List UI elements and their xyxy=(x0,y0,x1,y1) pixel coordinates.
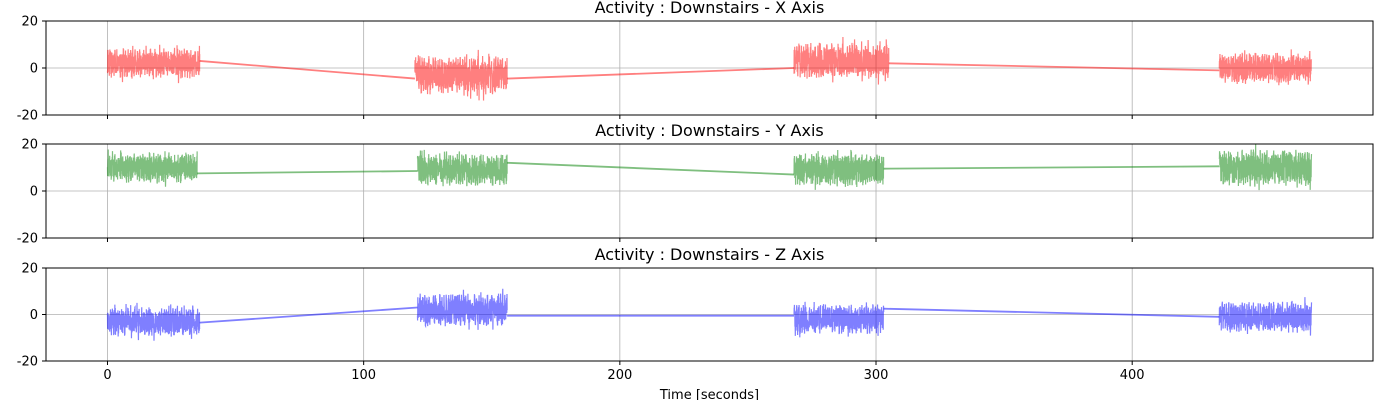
series-connector-line xyxy=(888,62,1220,72)
series-signal-segment xyxy=(1218,297,1313,336)
series-signal-segment xyxy=(106,149,198,187)
y-tick-label: 0 xyxy=(30,62,38,77)
y-tick-label: 0 xyxy=(30,308,38,323)
series-connector-line xyxy=(507,161,795,176)
series-connector-line xyxy=(199,60,415,80)
subplot-title: Activity : Downstairs - X Axis xyxy=(595,0,825,17)
y-tick-label: 0 xyxy=(30,185,38,200)
subplot-title: Activity : Downstairs - Z Axis xyxy=(595,245,825,264)
x-tick-label: 0 xyxy=(103,368,111,383)
series-3-1 xyxy=(106,288,1313,341)
series-signal-segment xyxy=(414,49,508,101)
x-tick-label: 100 xyxy=(351,368,376,383)
subplot-2: -20 0 20 Activity : Downstairs - Y Axis xyxy=(17,121,1374,247)
y-tick-label: -20 xyxy=(17,109,38,124)
series-signal-segment xyxy=(416,149,508,187)
y-tick-label: -20 xyxy=(17,355,38,370)
subplot-title: Activity : Downstairs - Y Axis xyxy=(595,121,824,140)
series-connector-line xyxy=(199,306,418,324)
series-connector-line xyxy=(507,67,795,80)
y-tick-label: 20 xyxy=(21,262,38,277)
series-connector-line xyxy=(197,170,418,175)
x-tick-label: 200 xyxy=(607,368,632,383)
y-tick-label: 20 xyxy=(21,15,38,30)
x-tick-label: 300 xyxy=(864,368,889,383)
series-signal-segment xyxy=(1218,49,1313,86)
subplot-1: -20 0 20 Activity : Downstairs - X Axis xyxy=(17,0,1374,124)
series-signal-segment xyxy=(1218,144,1313,191)
series-connector-line xyxy=(883,165,1220,170)
series-signal-segment xyxy=(793,37,890,85)
series-2-1 xyxy=(106,144,1313,191)
y-tick-label: -20 xyxy=(17,232,38,247)
series-signal-segment xyxy=(106,44,201,84)
y-tick-label: 20 xyxy=(21,138,38,153)
series-signal-segment xyxy=(106,302,201,341)
series-signal-segment xyxy=(793,149,885,190)
x-axis-label: Time [seconds] xyxy=(659,388,759,400)
series-1-1 xyxy=(106,37,1313,101)
series-signal-segment xyxy=(793,301,885,338)
series-connector-line xyxy=(883,307,1220,318)
x-tick-label: 400 xyxy=(1120,368,1145,383)
series-signal-segment xyxy=(416,288,508,330)
